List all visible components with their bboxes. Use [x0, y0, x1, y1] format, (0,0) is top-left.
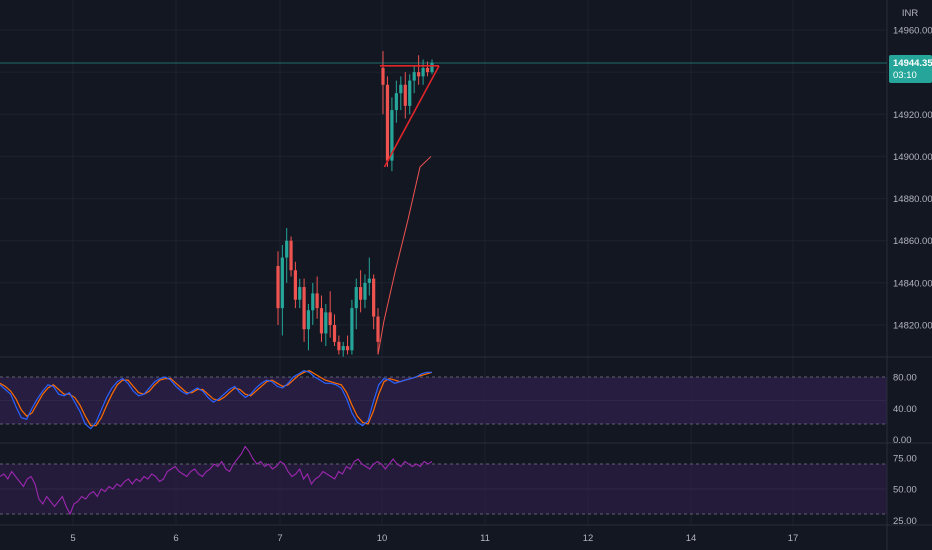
last-price-tag-background: [889, 55, 932, 83]
rsi-series-line: [0, 445, 433, 516]
price-tick-label: 14960.00: [893, 26, 932, 37]
candle-body: [311, 293, 315, 311]
time-gridlines: [72, 0, 794, 525]
price-tick-label: 14840.00: [893, 278, 932, 289]
candle-body: [345, 346, 350, 351]
price-gridlines: [0, 29, 887, 326]
candle-body: [359, 287, 363, 300]
stoch-series-line: [0, 370, 433, 427]
stoch-tick-label: 40.00: [893, 404, 917, 415]
candle-body: [324, 312, 328, 334]
candle-body: [337, 341, 341, 351]
candle-body: [394, 93, 398, 111]
rsi-line: [0, 445, 433, 516]
candle-body: [306, 310, 311, 330]
time-tick-label: 12: [583, 533, 594, 544]
candle-body: [385, 84, 390, 161]
candle-body: [315, 293, 319, 309]
time-tick-label: 10: [377, 533, 388, 544]
candle-body: [302, 287, 306, 330]
sma-line: [377, 156, 432, 355]
candle-body: [425, 67, 430, 73]
candle-body: [298, 287, 302, 300]
candle-body: [399, 84, 403, 94]
time-tick-label: 7: [277, 533, 282, 544]
moving-average: [377, 156, 432, 355]
candlestick-series: [276, 51, 434, 357]
candle-body: [280, 257, 284, 309]
price-tick-label: 14920.00: [893, 110, 932, 121]
oscillator-bands: [0, 376, 887, 515]
bar-countdown: 03:10: [893, 70, 917, 81]
last-price-tag: 14944.35 03:10: [889, 55, 932, 83]
candle-body: [363, 282, 367, 300]
candle-body: [372, 278, 376, 317]
price-tick-label: 14900.00: [893, 152, 932, 163]
stoch-tick-label: 80.00: [893, 373, 917, 384]
pattern-line[interactable]: [383, 65, 440, 168]
candle-body: [376, 316, 380, 342]
stoch-series-line: [0, 370, 432, 430]
candle-body: [293, 270, 297, 300]
candle-body: [285, 240, 289, 258]
stoch-tick-label: 0.00: [893, 435, 912, 446]
candle-body: [390, 110, 394, 161]
rsi-tick-label: 75.00: [893, 453, 917, 464]
time-tick-label: 14: [686, 533, 697, 544]
candle-body: [341, 346, 345, 351]
time-axis-ticks: 5 6 7 10 11 12 14 17: [70, 533, 798, 544]
time-tick-label: 17: [788, 533, 799, 544]
candle-body: [412, 72, 416, 81]
candle-body: [354, 287, 358, 309]
candle-body: [367, 278, 371, 283]
candle-body: [408, 80, 412, 106]
candle-body: [350, 308, 354, 351]
candle-body: [328, 312, 332, 325]
candle-body: [430, 62, 434, 73]
candle-body: [319, 308, 324, 334]
rsi-tick-label: 25.00: [893, 516, 917, 527]
currency-label: INR: [902, 8, 919, 19]
triangle-pattern-drawing[interactable]: [380, 65, 440, 168]
time-tick-label: 5: [70, 533, 75, 544]
candle-body: [421, 67, 425, 77]
rsi-tick-label: 50.00: [893, 485, 917, 496]
price-tick-label: 14860.00: [893, 236, 932, 247]
candle-body: [276, 266, 280, 309]
time-tick-label: 6: [173, 533, 178, 544]
candle-body: [289, 240, 293, 271]
candle-body: [417, 72, 421, 77]
price-axis-ticks: 14820.00 14840.00 14860.00 14880.00 14900.00…: [893, 26, 932, 527]
time-tick-label: 11: [480, 533, 490, 544]
last-price-value: 14944.35: [893, 58, 932, 69]
price-tick-label: 14820.00: [893, 321, 932, 332]
candle-body: [403, 84, 407, 106]
stochastic-lines: [0, 370, 433, 430]
candle-body: [332, 325, 337, 342]
candle-body: [381, 67, 385, 85]
price-tick-label: 14880.00: [893, 194, 932, 205]
